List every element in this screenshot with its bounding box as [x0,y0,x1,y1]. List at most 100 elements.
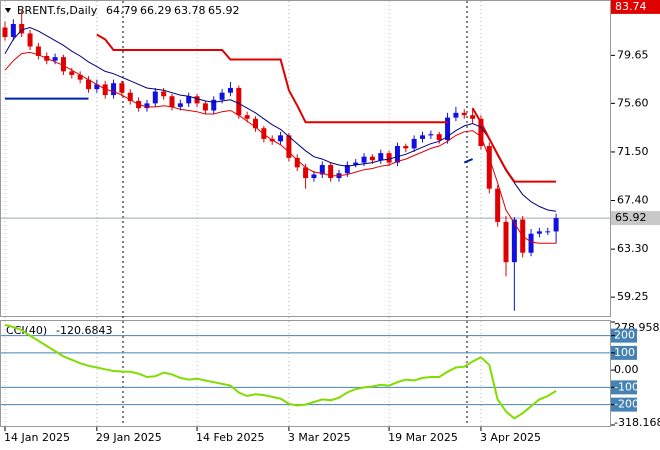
current-price-box [611,211,660,226]
cci-panel [0,320,611,427]
candle-body [553,218,559,232]
y-tick-label: 71.50 [617,145,649,158]
cci-value: -120.6843 [56,324,112,337]
candle-body [495,188,501,222]
y-tick-label: -100 [614,380,639,393]
candle-body [394,146,400,163]
candle-body [77,74,83,80]
candle-body [386,153,392,163]
candle-body [169,96,175,107]
level-label-box [611,328,637,343]
candle-body [453,112,459,118]
candle-body [244,115,250,119]
candle-body [369,156,375,161]
candle-body [211,99,217,111]
y-tick-label: -200 [614,398,639,411]
candle-body [35,46,41,56]
candle-body [111,83,117,96]
candle-body [219,92,225,100]
x-tick-label: 14 Jan 2025 [4,431,70,444]
y-tick-label: 200 [614,329,635,342]
candle-body [328,164,334,179]
close-value: 65.92 [208,4,240,17]
y-tick-label: 63.30 [617,242,649,255]
candle-body [411,138,417,149]
candle-body [303,167,309,179]
candle-body [378,153,384,161]
candle-body [236,87,242,116]
candle-body [102,84,108,96]
level-label-box [611,380,637,395]
candle-body [94,84,100,90]
y-tick-label: 75.60 [617,96,649,109]
x-tick-label: 19 Mar 2025 [388,431,458,444]
candle-body [353,162,359,165]
y-tick-label: 67.40 [617,194,649,207]
candle-body [428,134,434,136]
y-tick-label: 0.00 [614,363,639,376]
high-value: 66.29 [140,4,172,17]
candle-body [311,174,317,179]
x-tick-label: 29 Jan 2025 [96,431,162,444]
candle-body [528,233,534,253]
candle-body [286,135,292,158]
candle-body [152,91,158,104]
candle-body [478,118,484,147]
candle-body [461,112,467,116]
candle-body [194,96,200,104]
candle-body [177,103,183,107]
top-price-label: 83.74 [615,0,647,13]
y-tick-label: 79.65 [617,48,649,61]
candle-body [511,219,517,263]
current-price-label: 65.92 [615,211,647,224]
overlay-line [4,26,557,212]
candle-body [344,164,350,174]
candle-body [10,23,16,37]
candle-body [161,91,167,97]
cci-line [4,323,557,420]
candle-body [420,135,425,139]
candle-body [227,87,233,93]
top-price-box [611,0,660,14]
y-tick-label: 59.25 [617,290,649,303]
candle-body [486,146,492,189]
level-label-box [611,345,637,360]
x-tick-label: 3 Mar 2025 [288,431,351,444]
candle-body [545,231,551,233]
candle-body [119,83,125,93]
level-label-box [611,397,637,412]
candle-body [294,157,300,168]
y-tick-label: -318.168 [614,416,660,429]
candle-body [69,71,75,75]
candle-body [127,92,133,101]
candle-body [144,103,150,109]
x-tick-label: 14 Feb 2025 [196,431,264,444]
candle-body [52,57,58,61]
candle-body [202,103,208,111]
candle-body [2,27,8,37]
symbol-title: BRENT.fs,Daily [17,4,98,17]
candle-body [278,135,284,142]
overlay-line [5,97,473,164]
candle-body [319,164,325,175]
candle-body [403,146,409,149]
price-panel [0,0,611,317]
candle-body [86,79,91,90]
candle-body [361,156,367,163]
candle-body [536,231,542,234]
candle-body [27,33,33,47]
open-value: 64.79 [106,4,138,17]
candle-body [186,96,192,104]
overlay-line [4,51,557,244]
candle-body [60,57,66,72]
candle-body [436,134,442,141]
candle-body [253,118,258,129]
collapse-icon [5,8,11,13]
low-value: 63.78 [174,4,206,17]
x-tick-label: 3 Apr 2025 [480,431,541,444]
y-tick-label: 100 [614,346,635,359]
overlay-line [96,33,557,183]
candle-body [503,221,509,263]
candle-body [19,23,25,34]
